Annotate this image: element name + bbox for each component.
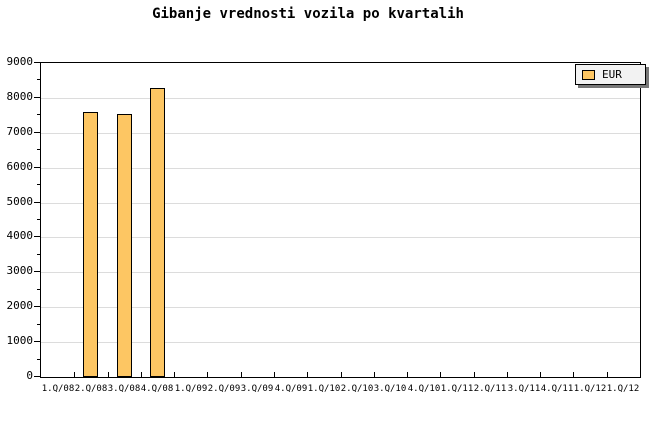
x-axis-tick [607,372,608,377]
y-tick-label: 8000 [6,90,34,103]
x-tick-label: 2.Q/08 [74,384,108,394]
x-axis-tick [474,372,475,377]
y-axis-minor-tick [37,114,40,115]
x-tick-label: 4.Q/08 [140,384,174,394]
y-axis-minor-tick [37,289,40,290]
x-tick-label: 4.Q/10 [407,384,441,394]
x-axis-tick [540,372,541,377]
x-tick-label: 3.Q/10 [373,384,407,394]
gridline [41,133,640,134]
x-tick-label: 3.Q/11 [507,384,541,394]
x-axis-tick [307,372,308,377]
gridline [41,203,640,204]
y-axis-major-tick [34,97,40,98]
legend: EUR [575,64,646,85]
y-axis-minor-tick [37,254,40,255]
y-axis-major-tick [34,271,40,272]
gridline [41,237,640,238]
bar [83,112,98,377]
y-tick-label: 2000 [6,299,34,312]
bar [117,114,132,377]
y-tick-label: 0 [26,369,33,382]
y-axis-major-tick [34,236,40,237]
x-tick-label: 2.Q/09 [207,384,241,394]
x-axis-tick [341,372,342,377]
x-axis-tick [440,372,441,377]
x-axis-tick [207,372,208,377]
x-tick-label: 2.Q/10 [340,384,374,394]
gridline [41,272,640,273]
y-axis-minor-tick [37,359,40,360]
x-axis-tick [407,372,408,377]
y-tick-label: 6000 [6,160,34,173]
x-tick-label: 4.Q/11 [540,384,574,394]
x-tick-label: 1.Q/09 [174,384,208,394]
legend-label: EUR [602,68,622,81]
y-tick-label: 1000 [6,334,34,347]
x-axis-tick [374,372,375,377]
y-tick-label: 7000 [6,125,34,138]
x-axis-tick [74,372,75,377]
x-tick-label: 1.Q/12 [606,384,640,394]
gridline [41,168,640,169]
y-axis-minor-tick [37,219,40,220]
chart-title: Gibanje vrednosti vozila po kvartalih [152,6,464,22]
x-tick-label: 3.Q/08 [107,384,141,394]
y-axis-major-tick [34,376,40,377]
x-axis-tick [507,372,508,377]
x-tick-label: 2.Q/11 [473,384,507,394]
y-axis-major-tick [34,62,40,63]
plot-area [40,62,641,378]
x-axis-tick [573,372,574,377]
y-axis-major-tick [34,306,40,307]
x-tick-label: 1.Q/11 [440,384,474,394]
x-axis-tick [108,372,109,377]
x-axis-tick [141,372,142,377]
bar [150,88,165,377]
gridline [41,307,640,308]
y-axis-major-tick [34,167,40,168]
y-axis-minor-tick [37,184,40,185]
y-axis-minor-tick [37,79,40,80]
y-axis-minor-tick [37,149,40,150]
x-tick-label: 1.Q/10 [307,384,341,394]
y-axis-minor-tick [37,324,40,325]
x-tick-label: 3.Q/09 [240,384,274,394]
y-axis-major-tick [34,132,40,133]
x-axis-tick [241,372,242,377]
y-tick-label: 4000 [6,229,34,242]
legend-swatch-eur-icon [582,69,595,80]
y-tick-label: 5000 [6,195,34,208]
y-tick-label: 9000 [6,55,34,68]
gridline [41,98,640,99]
x-tick-label: 1.Q/12 [573,384,607,394]
x-tick-label: 4.Q/09 [274,384,308,394]
gridline [41,342,640,343]
x-axis-tick [274,372,275,377]
y-axis-major-tick [34,341,40,342]
y-tick-label: 3000 [6,264,34,277]
x-axis-tick [174,372,175,377]
y-axis-major-tick [34,202,40,203]
x-tick-label: 1.Q/08 [41,384,75,394]
